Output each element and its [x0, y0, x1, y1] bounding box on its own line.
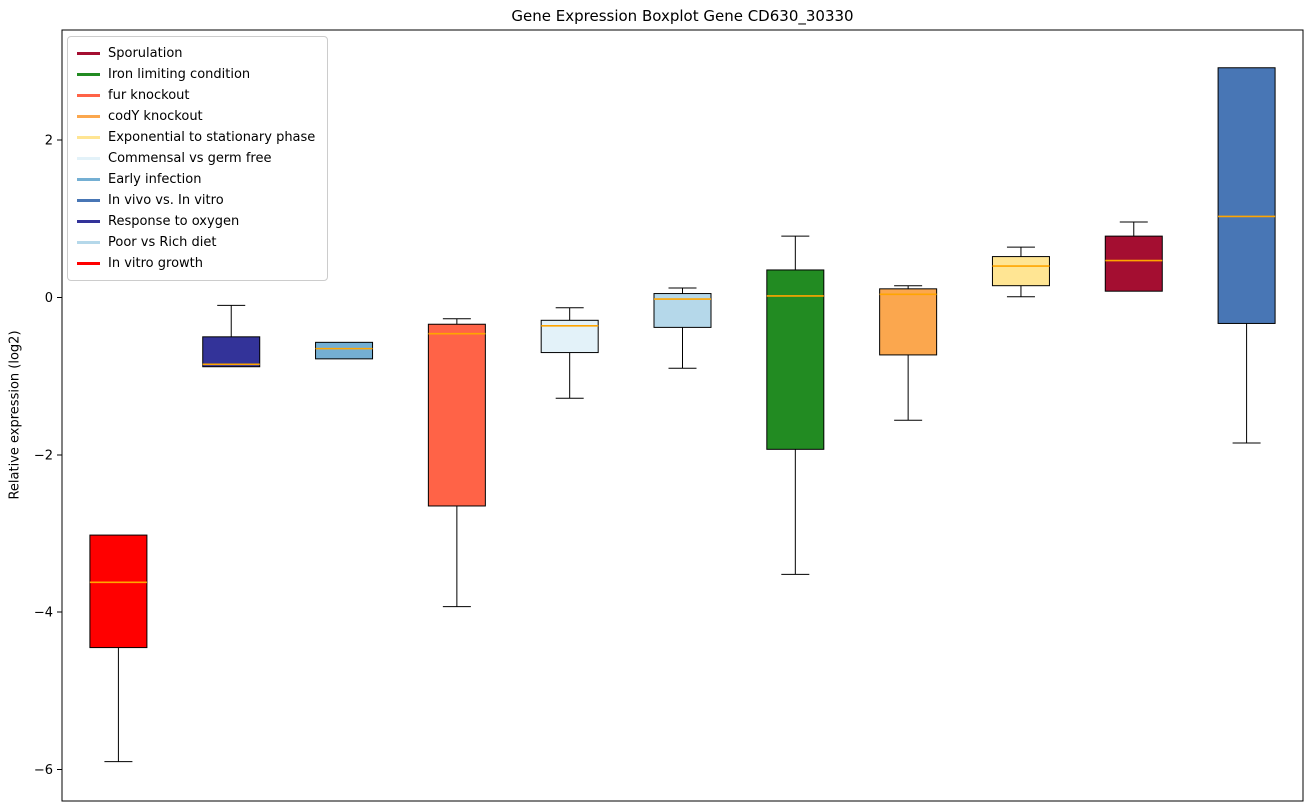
legend-color-line-icon: [77, 241, 100, 244]
legend-item-label: Sporulation: [108, 46, 183, 61]
legend-item: In vitro growth: [77, 253, 315, 274]
legend-item: fur knockout: [77, 85, 315, 106]
legend-color-line-icon: [77, 178, 100, 181]
legend-item: In vivo vs. In vitro: [77, 190, 315, 211]
legend-color-line-icon: [77, 52, 100, 55]
box: [315, 341, 374, 360]
legend-item: codY knockout: [77, 106, 315, 127]
boxplot-early-infection: [315, 341, 374, 360]
boxplot-poor-vs-rich-diet: [653, 287, 712, 369]
legend-item-label: In vivo vs. In vitro: [108, 193, 224, 208]
boxplot-in-vitro-growth: [89, 534, 148, 763]
box: [427, 323, 486, 507]
box: [1104, 235, 1163, 292]
legend-item: Iron limiting condition: [77, 64, 315, 85]
legend-item-label: In vitro growth: [108, 256, 203, 271]
legend-item: Sporulation: [77, 43, 315, 64]
y-tick-label: −6: [34, 763, 53, 778]
boxplot-iron-limiting-condition: [766, 235, 825, 575]
box: [766, 269, 825, 450]
chart-title: Gene Expression Boxplot Gene CD630_30330: [511, 7, 854, 25]
legend-item: Poor vs Rich diet: [77, 232, 315, 253]
legend-color-line-icon: [77, 220, 100, 223]
box: [202, 336, 261, 368]
box: [89, 534, 148, 649]
y-tick-label: −4: [34, 606, 53, 621]
legend-item: Commensal vs germ free: [77, 148, 315, 169]
legend-item-label: Exponential to stationary phase: [108, 130, 316, 145]
legend-color-line-icon: [77, 157, 100, 160]
box: [879, 288, 938, 356]
legend-item: Exponential to stationary phase: [77, 127, 315, 148]
legend-item-label: codY knockout: [108, 109, 203, 124]
legend-color-line-icon: [77, 136, 100, 139]
box: [1217, 67, 1276, 324]
boxplot-in-vivo-vs-in-vitro: [1217, 67, 1276, 444]
legend-item: Response to oxygen: [77, 211, 315, 232]
boxplot-exponential-to-stationary-phase: [991, 246, 1050, 298]
legend-item-label: Poor vs Rich diet: [108, 235, 217, 250]
legend-item-label: Iron limiting condition: [108, 67, 251, 82]
y-tick-label: 0: [45, 291, 53, 306]
legend-color-line-icon: [77, 115, 100, 118]
legend: Sporulation Iron limiting condition fur kn…: [67, 36, 329, 281]
boxplot-commensal-vs-germ-free: [540, 307, 599, 399]
legend-item-label: fur knockout: [108, 88, 190, 103]
y-tick-label: −2: [34, 448, 53, 463]
boxplot-sporulation: [1104, 221, 1163, 292]
boxplot-cody-knockout: [879, 285, 938, 421]
legend-color-line-icon: [77, 199, 100, 202]
legend-item: Early infection: [77, 169, 315, 190]
boxplot-fur-knockout: [427, 318, 486, 608]
plot-frame: [61, 29, 1304, 802]
y-tick-label: 2: [45, 134, 53, 149]
legend-color-line-icon: [77, 94, 100, 97]
legend-item-label: Commensal vs germ free: [108, 151, 272, 166]
legend-item-label: Early infection: [108, 172, 202, 187]
box: [991, 256, 1050, 287]
legend-color-line-icon: [77, 262, 100, 265]
boxplot-response-to-oxygen: [202, 304, 261, 368]
legend-item-label: Response to oxygen: [108, 214, 240, 229]
legend-color-line-icon: [77, 73, 100, 76]
